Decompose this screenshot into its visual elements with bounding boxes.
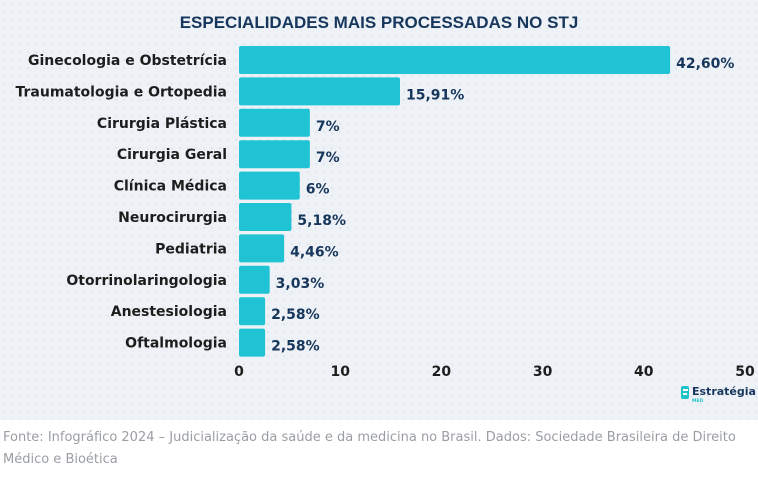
- infographic-card: ESPECIALIDADES MAIS PROCESSADAS NO STJ G…: [0, 0, 758, 420]
- bar: [239, 46, 671, 74]
- bar: [239, 77, 401, 106]
- x-tick-label: 40: [634, 364, 654, 380]
- chart-title: ESPECIALIDADES MAIS PROCESSADAS NO STJ: [180, 13, 579, 32]
- bar: [239, 265, 270, 294]
- value-label: 2,58%: [271, 307, 320, 323]
- bar-chart: ESPECIALIDADES MAIS PROCESSADAS NO STJ G…: [15, 13, 756, 404]
- bar: [239, 171, 300, 200]
- value-label: 3,03%: [276, 276, 325, 292]
- bar: [239, 203, 292, 231]
- estrategia-logo: Estratégia MED: [681, 385, 756, 404]
- x-tick-label: 20: [432, 364, 452, 380]
- value-label: 5,18%: [297, 213, 346, 229]
- value-label: 15,91%: [406, 87, 464, 103]
- logo-name: Estratégia: [692, 385, 756, 398]
- x-tick-label: 30: [533, 364, 553, 380]
- category-label: Neurocirurgia: [118, 210, 227, 226]
- x-axis: 0 10 20 30 40 50: [234, 364, 755, 380]
- category-label: Otorrinolaringologia: [66, 273, 227, 289]
- value-label: 42,60%: [676, 56, 734, 72]
- category-label: Pediatria: [155, 241, 227, 257]
- bar: [239, 297, 266, 326]
- value-label: 2,58%: [271, 339, 320, 355]
- bar: [239, 108, 310, 137]
- bar: [239, 234, 285, 263]
- category-label: Cirurgia Geral: [117, 147, 227, 163]
- x-tick-label: 50: [735, 364, 755, 380]
- category-label: Clínica Médica: [114, 179, 227, 195]
- x-tick-label: 10: [330, 364, 350, 380]
- category-label: Traumatologia e Ortopedia: [15, 84, 227, 100]
- value-label: 7%: [316, 119, 340, 135]
- bar: [239, 140, 310, 169]
- category-label: Oftalmologia: [125, 336, 227, 352]
- bar: [239, 328, 266, 357]
- category-label: Ginecologia e Obstetrícia: [28, 53, 227, 69]
- value-label: 4,46%: [290, 244, 339, 260]
- value-label: 7%: [316, 150, 340, 166]
- logo-sub: MED: [692, 398, 704, 404]
- category-label: Anestesiologia: [111, 304, 227, 320]
- bars-group: Ginecologia e Obstetrícia 42,60% Traumatol…: [15, 46, 734, 357]
- category-label: Cirurgia Plástica: [97, 116, 227, 132]
- estrategia-logo-icon: [681, 386, 689, 399]
- source-caption: Fonte: Infográfico 2024 – Judicialização…: [3, 430, 736, 467]
- value-label: 6%: [306, 182, 330, 198]
- x-tick-label: 0: [234, 364, 244, 380]
